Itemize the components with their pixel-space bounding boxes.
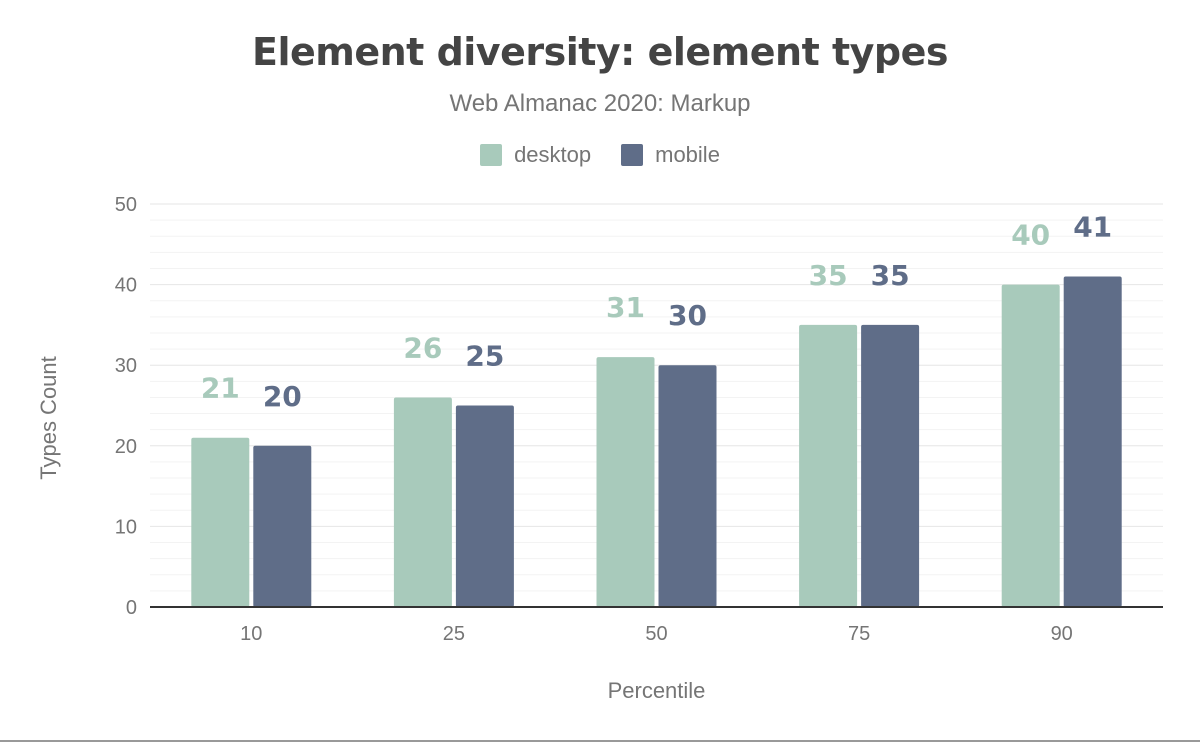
bar-desktop <box>596 357 655 607</box>
bar-mobile <box>658 365 717 607</box>
legend-item-desktop[interactable]: desktop <box>480 142 591 168</box>
data-label-mobile: 20 <box>263 380 302 413</box>
legend-label-mobile: mobile <box>655 142 720 167</box>
data-label-desktop: 35 <box>809 259 848 292</box>
bottom-border <box>0 740 1200 742</box>
data-label-mobile: 35 <box>871 259 910 292</box>
data-label-desktop: 40 <box>1011 219 1050 252</box>
x-tick-label: 50 <box>645 623 667 645</box>
y-axis-title: Types Count <box>36 356 61 480</box>
bar-mobile <box>253 445 312 607</box>
y-tick-label: 30 <box>115 355 137 377</box>
data-label-desktop: 31 <box>606 291 645 324</box>
data-label-desktop: 21 <box>201 372 240 405</box>
data-label-mobile: 25 <box>465 340 504 373</box>
legend-swatch-desktop <box>480 144 503 166</box>
legend-label-desktop: desktop <box>514 142 592 167</box>
bar-desktop <box>1001 284 1060 607</box>
chart-subtitle: Web Almanac 2020: Markup <box>449 90 751 117</box>
y-tick-label: 0 <box>126 597 137 619</box>
data-label-mobile: 30 <box>668 299 707 332</box>
chart-title: Element diversity: element types <box>252 30 949 74</box>
y-tick-label: 50 <box>115 194 137 216</box>
data-label-mobile: 41 <box>1073 211 1112 244</box>
x-tick-label: 75 <box>848 623 870 645</box>
legend-swatch-mobile <box>621 144 644 166</box>
y-tick-label: 10 <box>115 516 137 538</box>
x-tick-label: 10 <box>240 623 262 645</box>
y-tick-label: 20 <box>115 436 137 458</box>
legend: desktop mobile <box>0 142 1200 168</box>
bar-desktop <box>393 397 452 607</box>
data-label-desktop: 26 <box>403 331 442 364</box>
y-tick-label: 40 <box>115 275 137 297</box>
legend-item-mobile[interactable]: mobile <box>621 142 720 168</box>
bar-mobile <box>455 405 514 607</box>
x-tick-label: 90 <box>1051 623 1073 645</box>
bar-desktop <box>799 324 858 607</box>
x-tick-label: 25 <box>443 623 465 645</box>
bar-mobile <box>1063 276 1122 607</box>
bar-desktop <box>191 437 250 607</box>
x-axis-title: Percentile <box>608 678 706 703</box>
bar-mobile <box>861 324 920 607</box>
